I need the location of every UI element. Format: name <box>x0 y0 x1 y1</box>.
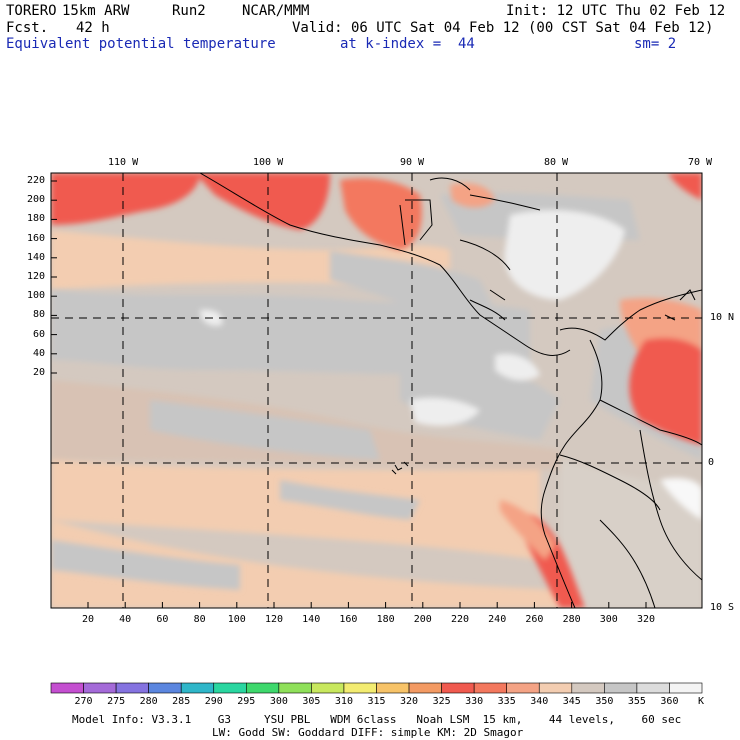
colorbar-swatch <box>50 682 84 694</box>
colorbar-swatch <box>278 682 312 694</box>
colorbar-label: 335 <box>497 696 516 707</box>
organization: NCAR/MMM <box>242 3 310 19</box>
colorbar-swatch <box>408 682 442 694</box>
colorbar-unit: K <box>698 696 705 707</box>
colorbar-swatch <box>83 682 117 694</box>
field-name: Equivalent potential temperature <box>6 36 276 52</box>
colorbar-swatch <box>311 682 345 694</box>
x-tick-label: 200 <box>413 614 432 625</box>
x-tick-label: 60 <box>156 614 169 625</box>
colorbar-swatch <box>604 682 638 694</box>
x-tick-label: 100 <box>227 614 246 625</box>
colorbar-label: 350 <box>595 696 614 707</box>
colorbar-swatch <box>506 682 540 694</box>
lat-label-10s: 10 S <box>710 602 735 613</box>
physics-info: LW: Godd SW: Goddard DIFF: simple KM: 2D… <box>212 726 524 739</box>
x-tick-label: 180 <box>376 614 395 625</box>
lon-label-100w: 100 W <box>253 157 284 168</box>
colorbar-swatch <box>213 682 247 694</box>
y-tick-label: 220 <box>26 175 45 186</box>
colorbar-swatch <box>115 682 149 694</box>
y-tick-label: 60 <box>32 328 45 340</box>
colorbar-label: 300 <box>269 696 288 707</box>
lon-label-70w: 70 W <box>688 157 713 168</box>
x-tick-label: 260 <box>525 614 544 625</box>
x-tick-label: 140 <box>302 614 321 625</box>
x-tick-label: 280 <box>562 614 581 625</box>
colorbar-label: 345 <box>562 696 581 707</box>
coastlines <box>199 173 702 608</box>
colorbar-label: 295 <box>237 696 256 707</box>
colorbar-label: 315 <box>367 696 386 707</box>
x-tick-label: 20 <box>81 614 95 625</box>
lat-lon-grid <box>51 173 702 608</box>
y-tick-label: 20 <box>32 367 45 378</box>
y-tick-label: 200 <box>26 194 45 206</box>
colorbar-label: 305 <box>302 696 321 707</box>
x-tick-label: 120 <box>264 614 284 625</box>
x-tick-label: 80 <box>193 614 206 625</box>
model-name: TORERO <box>6 3 57 19</box>
lon-label-90w: 90 W <box>400 157 425 168</box>
y-tick-label: 80 <box>32 309 45 321</box>
colorbar-swatch <box>343 682 377 694</box>
y-tick-label: 140 <box>26 251 45 263</box>
colorbar-label: 275 <box>107 696 126 707</box>
y-tick-label: 180 <box>26 213 45 225</box>
forecast-label: Fcst. <box>6 20 49 36</box>
colorbar-swatch <box>473 682 507 694</box>
x-tick-label: 160 <box>339 614 358 625</box>
colorbar-label: 270 <box>74 696 93 707</box>
init-time: Init: 12 UTC Thu 02 Feb 12 <box>506 3 726 19</box>
colorbar-label: 310 <box>334 696 353 707</box>
smoothing: sm= 2 <box>634 36 677 52</box>
colorbar-swatch <box>246 682 280 694</box>
lon-label-110w: 110 W <box>108 157 139 168</box>
colorbar-label: 320 <box>400 696 419 707</box>
colorbar-swatch <box>376 682 410 694</box>
colorbar-swatch <box>180 682 215 694</box>
colorbar-label: 325 <box>432 696 451 707</box>
colorbar-label: 290 <box>204 696 223 707</box>
x-tick-label: 300 <box>599 614 618 625</box>
level-index: at k-index = 44 <box>340 36 475 52</box>
colorbar-label: 355 <box>627 696 646 707</box>
lon-label-80w: 80 W <box>544 157 569 168</box>
y-tick-label: 160 <box>26 232 45 244</box>
model-resolution: 15km ARW <box>62 3 130 19</box>
colorbar-swatch <box>636 682 670 694</box>
colorbar-swatch <box>538 682 573 694</box>
lat-label-0: 0 <box>708 457 715 468</box>
colorbar-label: 360 <box>660 696 679 707</box>
model-info: Model Info: V3.3.1 G3 YSU PBL WDM 6class… <box>72 713 682 726</box>
colorbar-swatch <box>441 682 475 694</box>
map-frame <box>50 172 703 609</box>
colorbar-swatch <box>571 682 605 694</box>
y-tick-label: 120 <box>26 271 45 282</box>
y-tick-label: 40 <box>32 347 45 359</box>
y-tick-label: 100 <box>26 290 45 302</box>
colorbar-label: 340 <box>530 696 549 707</box>
colorbar <box>50 682 703 694</box>
colorbar-swatch <box>148 682 182 694</box>
x-tick-label: 220 <box>450 614 470 625</box>
colorbar-label: 285 <box>172 696 191 707</box>
run-label: Run2 <box>172 3 206 19</box>
lat-label-10n: 10 N <box>710 312 735 323</box>
x-tick-label: 320 <box>636 614 656 625</box>
forecast-hour: 42 h <box>76 20 110 36</box>
x-tick-label: 40 <box>119 614 132 625</box>
x-tick-label: 240 <box>488 614 507 625</box>
valid-time: Valid: 06 UTC Sat 04 Feb 12 (00 CST Sat … <box>292 20 714 36</box>
colorbar-label: 280 <box>139 696 158 707</box>
colorbar-swatch <box>669 682 703 694</box>
shaded-field <box>51 173 702 608</box>
colorbar-label: 330 <box>465 696 484 707</box>
